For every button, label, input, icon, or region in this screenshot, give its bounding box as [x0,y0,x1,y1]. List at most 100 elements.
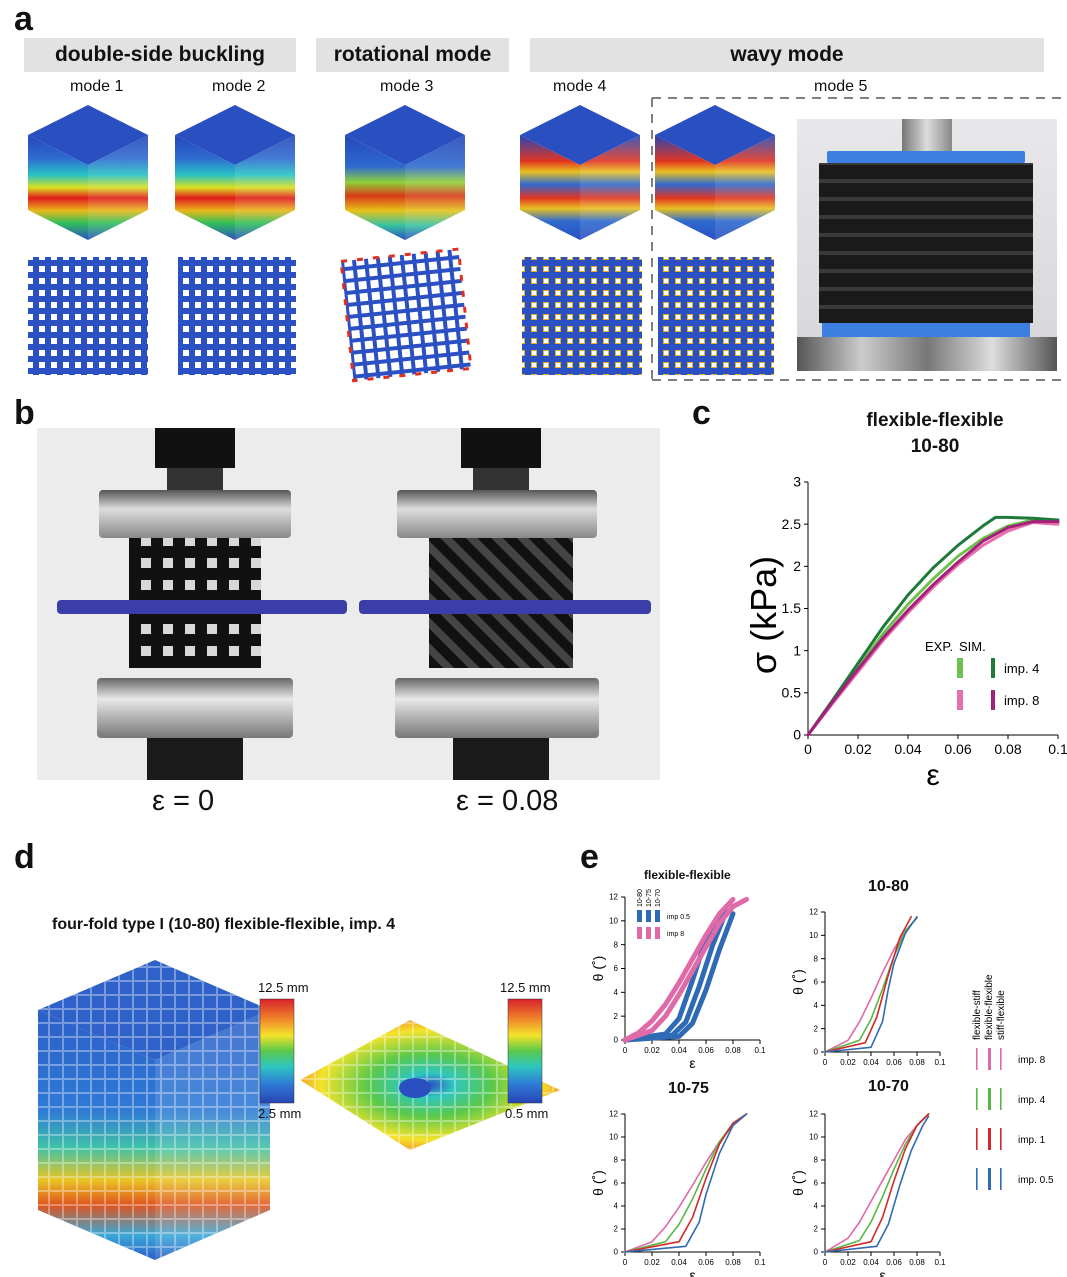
banner-wavy-mode: wavy mode [530,38,1044,72]
legend-sim: SIM. [959,639,986,654]
chart-e2-title: 10-80 [868,878,909,895]
mode-1-topview [28,257,148,375]
colorbar-2-max: 12.5 mm [500,980,551,995]
x-tick-label: 0.02 [840,1258,856,1267]
panel-d-cube [38,960,270,1260]
x-tick-label: 0.02 [644,1258,660,1267]
mode-label-3: mode 3 [380,78,434,95]
y-tick-label: 10 [809,931,818,940]
sub-legend-col: 10-70 [655,889,662,907]
sub-legend-swatch-blue [646,910,651,922]
mode-label-4: mode 4 [553,78,607,95]
y-tick-label: 8 [614,940,619,949]
panel-label-c: c [692,394,711,432]
panel-d-title: four-fold type I (10-80) flexible-flexib… [52,916,396,933]
mode-5-cube [655,105,775,240]
side-legend-row-label: imp. 1 [1018,1135,1046,1146]
series-line [806,520,1060,737]
x-tick-label: 0 [623,1046,628,1055]
y-tick-label: 1.5 [782,600,802,616]
y-tick-label: 0 [814,1048,819,1057]
x-tick-label: 0.02 [844,741,871,757]
chart-e4-title: 10-70 [868,1078,909,1095]
series-line [824,917,918,1053]
sub-legend-swatch-blue [655,910,660,922]
y-tick-label: 10 [609,917,618,926]
legend-sim-imp4-swatch [991,658,995,678]
e-xlabel: ε [879,1067,885,1070]
series-line [624,1113,748,1253]
series-line [624,1113,748,1253]
strain-label-0: ε = 0 [152,785,215,817]
y-tick-label: 4 [614,1202,619,1211]
x-tick-label: 0.06 [944,741,971,757]
sub-legend-imp05: imp 0.5 [667,914,690,921]
x-tick-label: 0.08 [909,1258,925,1267]
legend-exp: EXP. [925,639,953,654]
y-tick-label: 6 [814,1179,819,1188]
panel-d-plate [300,1020,560,1150]
x-tick-label: 0.1 [1048,741,1067,757]
mode-label-2: mode 2 [212,78,266,95]
mode-5-photo [797,119,1057,371]
x-tick-label: 0 [623,1258,628,1267]
panel-label-b: b [14,394,35,432]
side-legend-swatch [988,1128,991,1150]
x-tick-label: 0.02 [644,1046,660,1055]
sub-legend-imp8: imp 8 [667,931,684,938]
series-line [622,896,749,1043]
y-tick-label: 12 [609,1110,618,1119]
y-tick-label: 8 [814,1156,819,1165]
side-legend-swatch [1000,1088,1002,1110]
chart-c-xlabel: ε [926,759,939,792]
colorbar-1-max: 12.5 mm [258,980,309,995]
y-tick-label: 1 [793,642,801,658]
y-tick-label: 6 [614,964,619,973]
panel-label-d: d [14,838,35,876]
mode-5-dashed-frame [651,97,1064,381]
y-tick-label: 8 [814,954,819,963]
y-tick-label: 0.5 [782,685,802,701]
mode-label-1: mode 1 [70,78,124,95]
x-tick-label: 0.06 [698,1046,714,1055]
series-line [824,1115,930,1253]
y-tick-label: 0 [814,1248,819,1257]
x-tick-label: 0.1 [754,1258,766,1267]
colorbar-2-min: 0.5 mm [505,1106,549,1121]
mode-3-topview [339,247,473,383]
x-tick-label: 0.02 [840,1058,856,1067]
x-tick-label: 0.1 [934,1258,946,1267]
test-photo-strain-008 [353,428,660,780]
x-tick-label: 0.08 [909,1058,925,1067]
legend-imp8: imp. 8 [1004,693,1039,708]
e-ylabel: θ (˚) [790,1170,806,1196]
y-tick-label: 0 [614,1248,619,1257]
y-tick-label: 6 [814,978,819,987]
side-legend-col-2: stiff-flexible [996,990,1007,1040]
legend-imp4: imp. 4 [1004,661,1039,676]
y-tick-label: 12 [809,1110,818,1119]
mode-label-5: mode 5 [814,78,868,95]
x-tick-label: 0.04 [863,1258,879,1267]
x-tick-label: 0.08 [725,1046,741,1055]
chart-c-title-line1: flexible-flexible [866,410,1004,431]
sub-legend-swatch-blue [637,910,642,922]
panel-label-e: e [580,838,599,876]
panel-a-figures [28,97,1064,383]
sub-legend-swatch-pink [646,927,651,939]
legend-exp-imp4-swatch [957,658,963,678]
e-xlabel: ε [879,1267,885,1277]
chart-e1-title: flexible-flexible [644,868,731,882]
mode-5-topview [658,257,774,375]
chart-e2-rotation: 0 0.02 0.04 0.06 0.08 0.1 0 2 4 6 8 10 12 θ (˚) ε [790,908,946,1070]
y-tick-label: 12 [609,893,618,902]
x-tick-label: 0.1 [934,1058,946,1067]
x-tick-label: 0.04 [863,1058,879,1067]
colorbar-1 [259,998,295,1104]
x-tick-label: 0 [823,1058,828,1067]
side-legend-swatch [1000,1128,1002,1150]
chart-c-stress-strain: 0 0.02 0.04 0.06 0.08 0.1 0 0.5 1 1.5 2 2.5 3 σ (kPa)… [743,474,1067,792]
x-tick-label: 0.04 [894,741,921,757]
legend-sim-imp8-swatch [991,690,995,710]
x-tick-label: 0 [823,1258,828,1267]
